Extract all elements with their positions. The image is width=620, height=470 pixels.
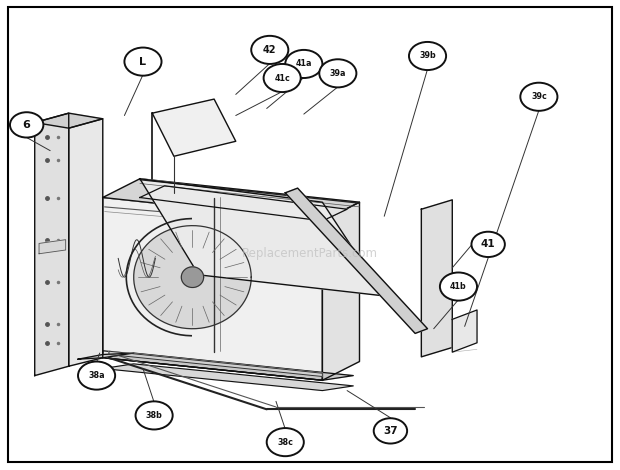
Polygon shape [103,351,322,380]
Text: 6: 6 [23,120,30,130]
Circle shape [267,428,304,456]
Circle shape [440,273,477,301]
Polygon shape [452,310,477,352]
Polygon shape [69,119,103,366]
Circle shape [471,232,505,257]
Text: 41a: 41a [296,60,312,69]
Polygon shape [181,267,203,288]
Text: 41b: 41b [450,282,467,291]
Polygon shape [103,353,353,380]
Circle shape [520,83,557,111]
Polygon shape [140,186,347,221]
Circle shape [374,418,407,444]
Polygon shape [140,179,384,296]
Circle shape [78,361,115,390]
Circle shape [125,47,162,76]
Circle shape [136,401,172,430]
Polygon shape [134,226,251,329]
Text: L: L [140,56,146,67]
Text: 41c: 41c [274,73,290,83]
Polygon shape [35,113,103,128]
Text: 38c: 38c [277,438,293,446]
Text: 38b: 38b [146,411,162,420]
Circle shape [285,50,322,78]
Polygon shape [35,113,69,376]
Circle shape [319,59,356,87]
Polygon shape [103,197,322,380]
Polygon shape [109,351,322,376]
Text: 39a: 39a [330,69,346,78]
Text: ReplacementParts.com: ReplacementParts.com [242,247,378,260]
Text: 41: 41 [481,239,495,250]
Polygon shape [422,200,452,357]
Circle shape [251,36,288,64]
Text: 37: 37 [383,426,398,436]
Polygon shape [103,364,353,391]
Text: 39b: 39b [419,52,436,61]
Polygon shape [153,99,236,156]
Circle shape [10,112,43,138]
Polygon shape [39,240,66,254]
Circle shape [409,42,446,70]
Text: 38a: 38a [88,371,105,380]
Text: 39c: 39c [531,92,547,101]
Polygon shape [285,188,428,333]
Text: 42: 42 [263,45,277,55]
Polygon shape [78,353,134,359]
Polygon shape [322,202,360,380]
Polygon shape [103,179,360,221]
Circle shape [264,64,301,92]
